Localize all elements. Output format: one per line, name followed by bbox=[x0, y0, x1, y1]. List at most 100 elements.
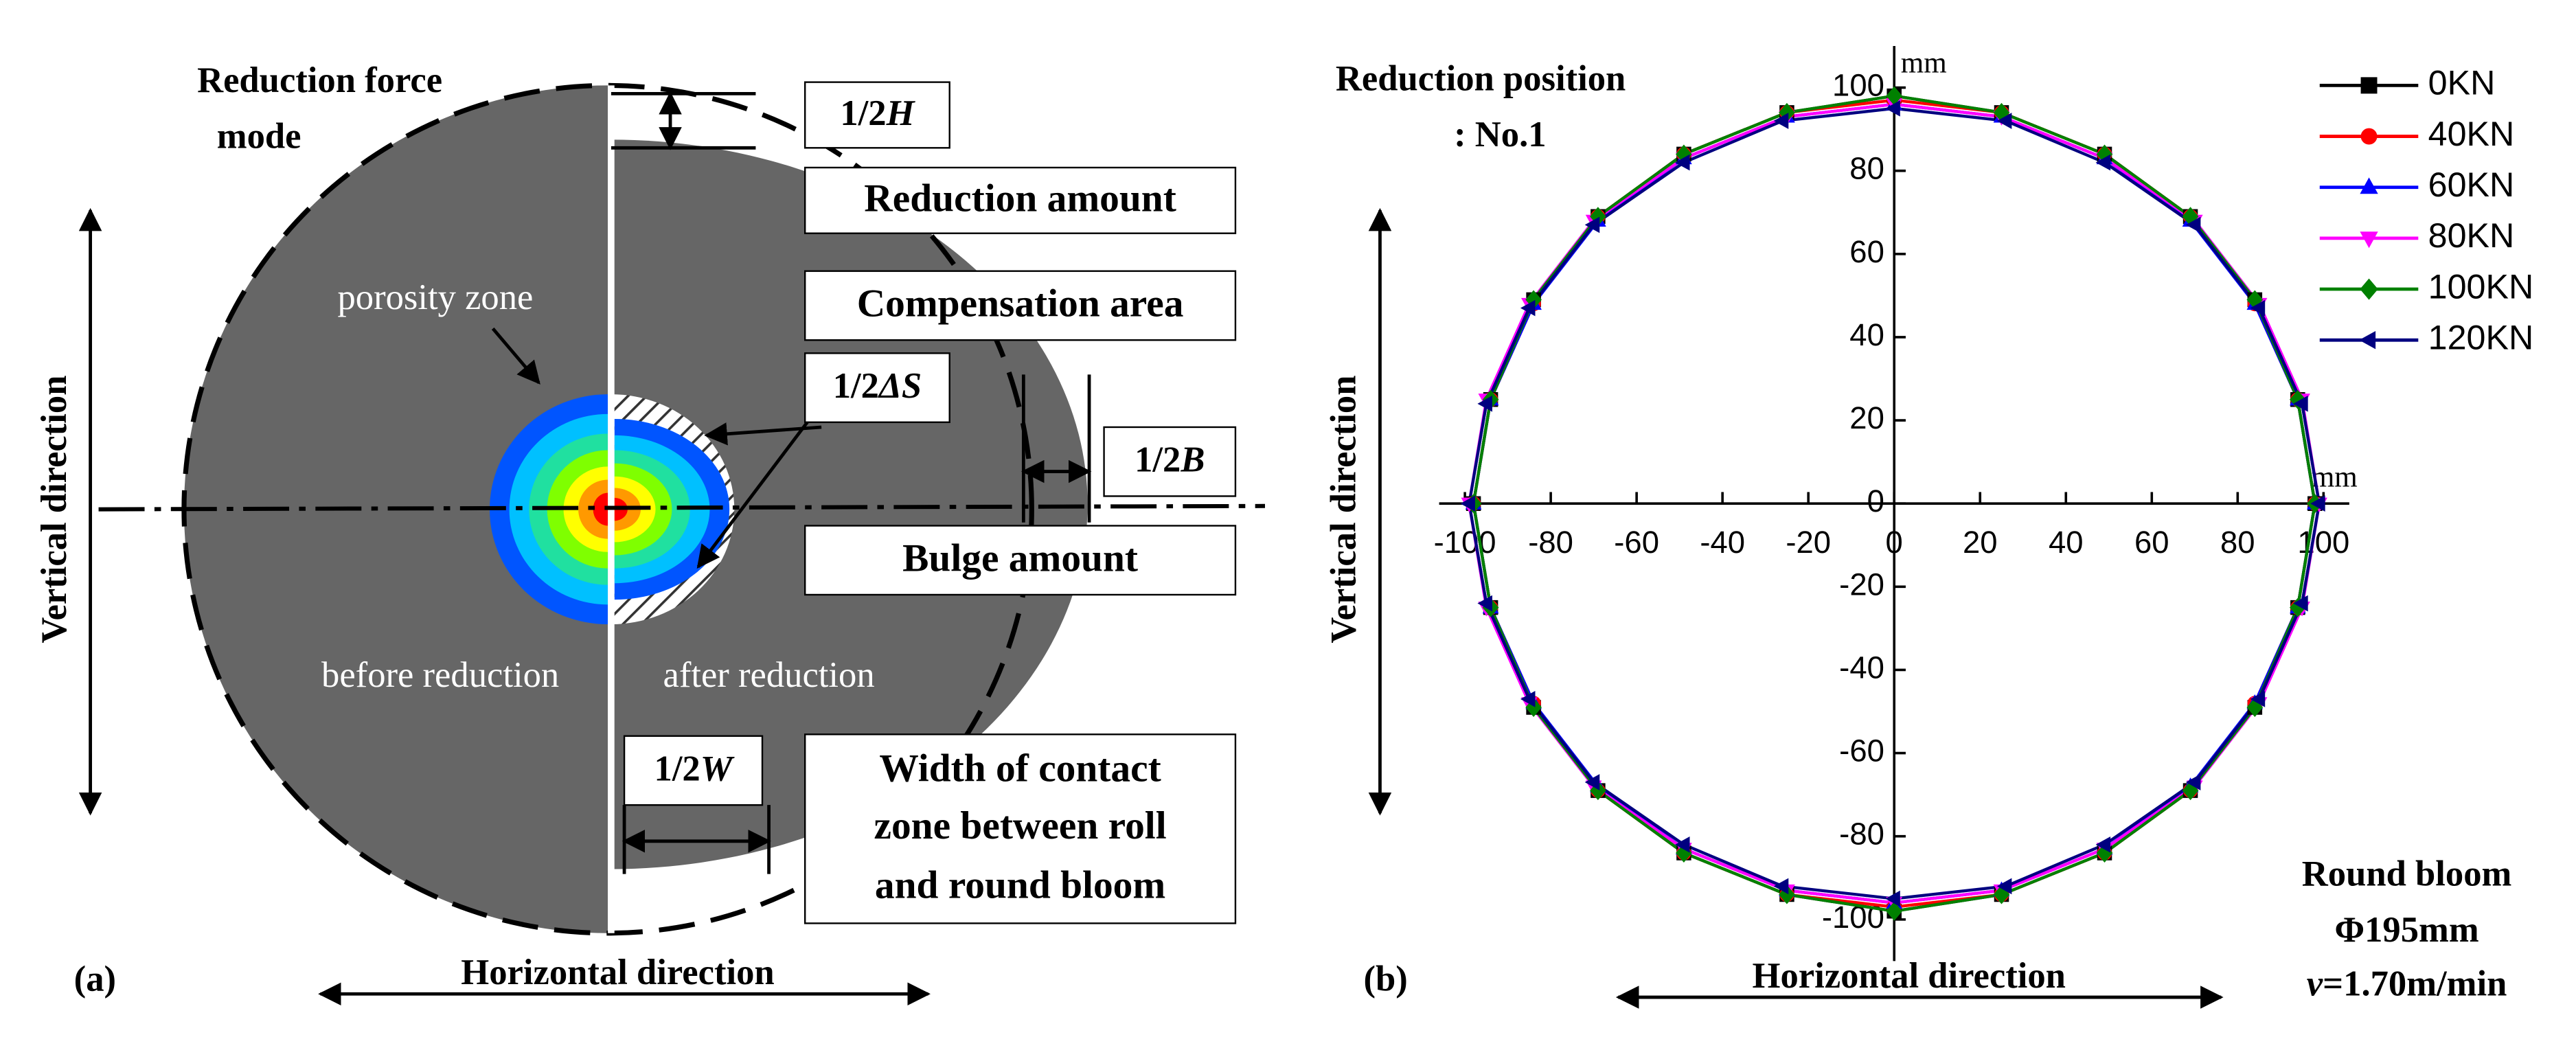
y-tick-label: 40 bbox=[1849, 317, 1884, 352]
label-boxes bbox=[623, 81, 1237, 924]
data-point bbox=[2096, 144, 2113, 164]
x-tick-label: 20 bbox=[1963, 525, 1998, 560]
data-point bbox=[1886, 86, 1903, 106]
x-tick-label: -100 bbox=[1434, 525, 1496, 560]
legend-marker bbox=[2360, 231, 2378, 249]
legend-marker bbox=[2360, 77, 2378, 94]
data-point bbox=[1773, 878, 1789, 895]
compensation-area: Compensation area bbox=[857, 282, 1184, 326]
reduction-amount: Reduction amount bbox=[864, 176, 1176, 220]
y-axis-label: Vertical direction bbox=[1324, 376, 1364, 644]
y-tick-label: 0 bbox=[1867, 483, 1884, 519]
x-axis-label: Horizontal direction bbox=[1753, 956, 2066, 996]
x-tick-label: -40 bbox=[1700, 525, 1745, 560]
legend-label: 0KN bbox=[2428, 64, 2496, 102]
data-point bbox=[1520, 299, 1536, 317]
data-point bbox=[2293, 595, 2308, 612]
y-tick-label: 100 bbox=[1832, 68, 1884, 103]
annotation: Reduction position bbox=[1336, 59, 1626, 99]
data-point bbox=[1996, 113, 2012, 129]
label-part: B bbox=[1180, 440, 1205, 480]
legend-marker bbox=[2360, 177, 2378, 194]
panel-a: Reduction force mode Vertical direction … bbox=[34, 60, 1266, 1006]
label-part: 1/2 bbox=[1135, 440, 1181, 480]
data-point bbox=[2250, 691, 2266, 707]
annotation: : No.1 bbox=[1454, 115, 1546, 155]
data-point bbox=[2310, 495, 2325, 512]
center-line bbox=[98, 503, 1266, 512]
x-tick-label: 80 bbox=[2220, 525, 2255, 560]
legend-label: 80KN bbox=[2428, 216, 2515, 255]
x-tick-label: 0 bbox=[1886, 525, 1903, 560]
data-point bbox=[1773, 113, 1789, 129]
dimension-lines bbox=[78, 91, 1092, 1006]
contact-width: and round bloom bbox=[875, 863, 1165, 907]
note: v=1.70m/min bbox=[2307, 964, 2507, 1004]
legend-label: 40KN bbox=[2428, 115, 2515, 153]
y-tick-label: -20 bbox=[1839, 567, 1884, 602]
x-tick-label: -80 bbox=[1528, 525, 1573, 560]
data-point bbox=[1584, 216, 1600, 234]
data-point bbox=[2182, 207, 2199, 227]
data-point bbox=[1525, 697, 1542, 717]
half-b: 1/2B bbox=[1135, 440, 1205, 480]
panel-label: (b) bbox=[1364, 959, 1408, 999]
data-point bbox=[2095, 836, 2111, 853]
y-tick-label: -40 bbox=[1839, 650, 1884, 685]
data-point bbox=[1477, 396, 1492, 412]
data-point bbox=[1584, 774, 1600, 790]
data-point bbox=[1885, 100, 1900, 117]
label-part: 1/2 bbox=[840, 93, 886, 133]
x-tick-label: -20 bbox=[1786, 525, 1831, 560]
data-point bbox=[1477, 595, 1492, 612]
data-point bbox=[2185, 774, 2201, 790]
porosity-label: porosity zone bbox=[337, 277, 533, 317]
contact-width: Width of contact bbox=[879, 747, 1161, 790]
data-point bbox=[2246, 290, 2264, 310]
x-tick-label: 60 bbox=[2134, 525, 2169, 560]
bulge-amount: Bulge amount bbox=[902, 536, 1138, 580]
data-point bbox=[1460, 495, 1475, 512]
x-unit: mm bbox=[2312, 461, 2358, 493]
note-part: =1.70m/min bbox=[2323, 964, 2507, 1004]
half-ds: 1/2ΔS bbox=[833, 366, 922, 406]
note: Φ195mm bbox=[2334, 910, 2478, 950]
y-tick-label: 80 bbox=[1849, 151, 1884, 186]
legend-marker bbox=[2360, 128, 2378, 145]
data-point bbox=[1674, 836, 1690, 853]
data-point bbox=[1885, 890, 1900, 907]
data-point bbox=[2095, 154, 2111, 171]
half-w: 1/2W bbox=[654, 749, 735, 788]
contact-width: zone between roll bbox=[874, 804, 1166, 847]
panel-b: Reduction position : No.1 Vertical direc… bbox=[1324, 45, 2534, 1009]
half-h: 1/2H bbox=[840, 93, 915, 133]
data-point bbox=[1886, 901, 1903, 921]
note-part: v bbox=[2307, 964, 2323, 1004]
data-point bbox=[2096, 843, 2113, 863]
y-tick-label: -60 bbox=[1839, 733, 1884, 768]
legend-marker bbox=[2360, 278, 2378, 300]
x-tick-label: -60 bbox=[1614, 525, 1659, 560]
y-tick-label: -80 bbox=[1839, 817, 1884, 852]
horizontal-label: Horizontal direction bbox=[461, 953, 774, 992]
legend-label: 60KN bbox=[2428, 166, 2515, 204]
data-point bbox=[1520, 691, 1536, 707]
data-point bbox=[1996, 878, 2012, 895]
data-point bbox=[2182, 781, 2199, 801]
legend-label: 100KN bbox=[2428, 267, 2534, 306]
data-point bbox=[1674, 154, 1690, 171]
y-unit: mm bbox=[1901, 47, 1947, 80]
mode-title: Reduction force bbox=[197, 60, 442, 100]
x-tick-label: 40 bbox=[2049, 525, 2084, 560]
legend-marker bbox=[2359, 331, 2376, 350]
before-label: before reduction bbox=[321, 655, 559, 695]
data-point bbox=[2185, 216, 2201, 234]
label-part: W bbox=[700, 749, 735, 788]
note: Round bloom bbox=[2302, 854, 2512, 894]
vertical-label: Vertical direction bbox=[34, 376, 74, 644]
data-point bbox=[2289, 597, 2306, 617]
y-tick-label: 60 bbox=[1849, 234, 1884, 269]
panel-label: (a) bbox=[74, 959, 116, 999]
data-point bbox=[2289, 389, 2306, 409]
